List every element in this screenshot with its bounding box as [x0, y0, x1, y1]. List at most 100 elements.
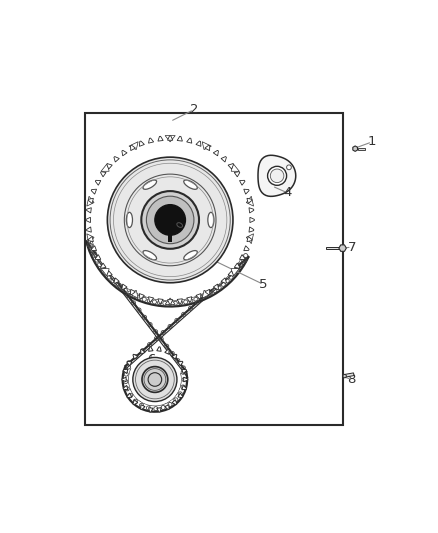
- Polygon shape: [114, 157, 119, 162]
- Polygon shape: [87, 196, 94, 206]
- Polygon shape: [88, 198, 93, 204]
- Polygon shape: [129, 290, 138, 298]
- Polygon shape: [182, 385, 187, 390]
- Circle shape: [90, 140, 251, 301]
- Polygon shape: [87, 208, 92, 213]
- Polygon shape: [95, 255, 101, 260]
- Ellipse shape: [184, 180, 197, 189]
- Text: 3: 3: [157, 263, 166, 276]
- Polygon shape: [87, 227, 92, 232]
- Polygon shape: [148, 138, 154, 143]
- Polygon shape: [91, 189, 96, 194]
- Polygon shape: [88, 237, 93, 241]
- Polygon shape: [157, 347, 161, 351]
- Polygon shape: [244, 189, 249, 194]
- Polygon shape: [167, 300, 173, 304]
- Polygon shape: [240, 255, 245, 260]
- Polygon shape: [87, 234, 94, 244]
- Text: 8: 8: [348, 373, 356, 386]
- Bar: [85, 113, 343, 425]
- Polygon shape: [240, 180, 245, 185]
- Text: 4: 4: [283, 187, 291, 199]
- Polygon shape: [133, 400, 138, 405]
- Polygon shape: [122, 284, 127, 289]
- Circle shape: [141, 191, 199, 249]
- Polygon shape: [122, 377, 126, 382]
- Polygon shape: [196, 294, 201, 299]
- Polygon shape: [246, 196, 254, 206]
- Polygon shape: [249, 227, 254, 232]
- Polygon shape: [250, 217, 254, 223]
- Polygon shape: [187, 297, 192, 302]
- Polygon shape: [228, 164, 233, 169]
- Polygon shape: [157, 408, 161, 412]
- Circle shape: [155, 205, 185, 235]
- Polygon shape: [213, 284, 219, 289]
- Polygon shape: [101, 164, 109, 171]
- Circle shape: [343, 374, 346, 378]
- Bar: [343, 373, 354, 377]
- Polygon shape: [249, 208, 254, 213]
- Bar: [168, 233, 172, 242]
- Polygon shape: [202, 290, 212, 298]
- Polygon shape: [221, 278, 226, 284]
- Polygon shape: [202, 142, 212, 150]
- Polygon shape: [141, 405, 145, 410]
- Bar: [358, 148, 365, 150]
- Circle shape: [133, 358, 177, 401]
- Polygon shape: [148, 408, 153, 412]
- Polygon shape: [122, 150, 127, 156]
- Polygon shape: [101, 172, 106, 177]
- Bar: [326, 247, 343, 249]
- Polygon shape: [246, 234, 254, 244]
- Polygon shape: [123, 369, 128, 374]
- Text: 1: 1: [368, 135, 376, 148]
- Circle shape: [286, 165, 291, 169]
- Polygon shape: [158, 136, 163, 141]
- Polygon shape: [133, 354, 138, 359]
- Circle shape: [268, 166, 286, 185]
- Polygon shape: [184, 377, 188, 382]
- Polygon shape: [95, 180, 101, 185]
- Polygon shape: [165, 349, 169, 354]
- Ellipse shape: [208, 212, 214, 228]
- Polygon shape: [129, 142, 138, 150]
- Circle shape: [270, 169, 284, 183]
- Text: 2: 2: [190, 103, 198, 116]
- Circle shape: [146, 196, 194, 244]
- Polygon shape: [167, 136, 173, 140]
- Text: 5: 5: [259, 278, 268, 291]
- Polygon shape: [165, 135, 175, 142]
- Polygon shape: [247, 198, 252, 204]
- Circle shape: [148, 373, 162, 386]
- Circle shape: [142, 367, 168, 392]
- Polygon shape: [172, 400, 177, 405]
- Polygon shape: [213, 150, 219, 156]
- Polygon shape: [234, 172, 240, 177]
- Ellipse shape: [143, 180, 156, 189]
- Polygon shape: [139, 294, 145, 299]
- Polygon shape: [196, 141, 201, 147]
- Polygon shape: [228, 271, 233, 276]
- Polygon shape: [86, 217, 90, 223]
- Polygon shape: [165, 405, 169, 410]
- Polygon shape: [127, 393, 132, 398]
- Ellipse shape: [143, 251, 156, 260]
- Polygon shape: [177, 136, 182, 141]
- Polygon shape: [339, 245, 346, 252]
- Polygon shape: [114, 278, 119, 284]
- Polygon shape: [123, 385, 128, 390]
- Ellipse shape: [127, 212, 132, 228]
- Polygon shape: [158, 299, 163, 304]
- Text: 6: 6: [147, 353, 155, 366]
- Polygon shape: [131, 145, 135, 151]
- Polygon shape: [91, 246, 96, 251]
- Polygon shape: [231, 269, 239, 277]
- Polygon shape: [234, 263, 240, 268]
- Polygon shape: [107, 271, 112, 276]
- Polygon shape: [139, 141, 145, 147]
- Polygon shape: [353, 146, 357, 151]
- Polygon shape: [165, 298, 175, 304]
- Polygon shape: [148, 347, 153, 351]
- Circle shape: [107, 157, 233, 282]
